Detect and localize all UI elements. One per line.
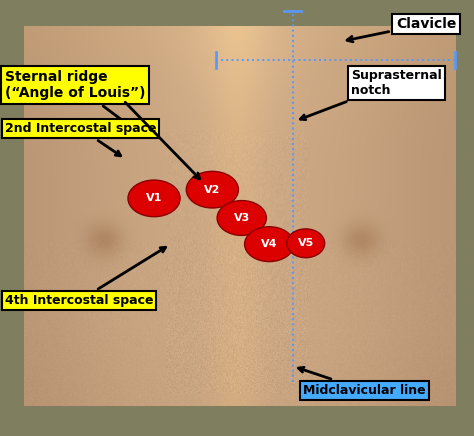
Text: Sternal ridge
(“Angle of Louis”): Sternal ridge (“Angle of Louis”) bbox=[5, 70, 145, 132]
Text: 2nd Intercostal space: 2nd Intercostal space bbox=[5, 122, 156, 156]
Ellipse shape bbox=[245, 227, 294, 262]
Text: Suprasternal
notch: Suprasternal notch bbox=[301, 69, 441, 120]
Text: Clavicle: Clavicle bbox=[347, 17, 456, 42]
Ellipse shape bbox=[287, 229, 325, 258]
Text: V4: V4 bbox=[261, 239, 277, 249]
Ellipse shape bbox=[217, 201, 266, 235]
Text: 4th Intercostal space: 4th Intercostal space bbox=[5, 247, 165, 307]
Text: Midclavicular line: Midclavicular line bbox=[299, 367, 426, 397]
Text: V1: V1 bbox=[146, 194, 162, 203]
Ellipse shape bbox=[128, 180, 180, 217]
Ellipse shape bbox=[186, 171, 238, 208]
Text: V5: V5 bbox=[298, 238, 314, 248]
Text: V3: V3 bbox=[234, 213, 250, 223]
Text: V2: V2 bbox=[204, 185, 220, 194]
